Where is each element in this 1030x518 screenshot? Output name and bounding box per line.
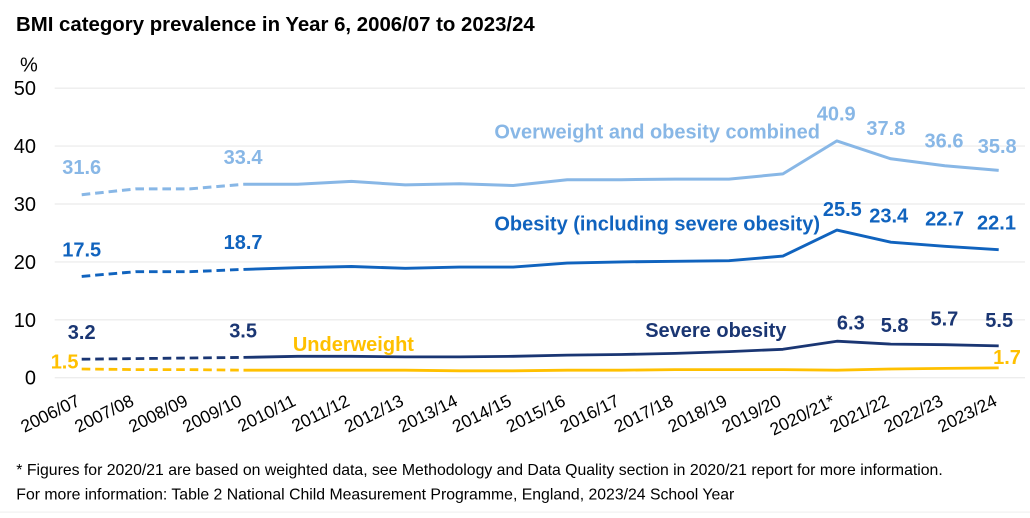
svg-text:5.7: 5.7 [930,309,958,331]
svg-text:5.5: 5.5 [985,310,1013,332]
svg-text:23.4: 23.4 [869,205,909,227]
svg-text:35.8: 35.8 [978,136,1017,158]
svg-text:22.1: 22.1 [977,213,1016,235]
svg-text:10: 10 [14,310,36,332]
svg-text:36.6: 36.6 [925,131,964,153]
svg-text:30: 30 [14,194,36,216]
svg-text:Obesity (including severe obes: Obesity (including severe obesity) [494,213,820,235]
svg-text:* Figures for 2020/21 are base: * Figures for 2020/21 are based on weigh… [16,462,942,479]
svg-text:22.7: 22.7 [925,209,964,231]
svg-text:3.5: 3.5 [229,321,257,343]
svg-text:17.5: 17.5 [62,240,101,262]
svg-text:20: 20 [14,252,36,274]
svg-text:0: 0 [25,368,36,390]
svg-text:31.6: 31.6 [62,157,101,179]
svg-text:1.5: 1.5 [51,351,79,373]
svg-text:1.7: 1.7 [993,347,1021,369]
svg-text:Overweight and obesity combine: Overweight and obesity combined [494,122,820,144]
svg-text:%: % [20,55,38,77]
svg-text:40: 40 [14,136,36,158]
svg-text:40.9: 40.9 [817,104,856,126]
svg-text:BMI category prevalence in Yea: BMI category prevalence in Year 6, 2006/… [16,14,535,36]
svg-text:3.2: 3.2 [68,322,96,344]
svg-text:37.8: 37.8 [866,118,905,140]
svg-text:50: 50 [14,78,36,100]
svg-text:6.3: 6.3 [837,313,865,335]
svg-text:33.4: 33.4 [224,147,264,169]
svg-text:Severe obesity: Severe obesity [645,320,787,342]
svg-text:5.8: 5.8 [881,315,909,337]
svg-text:For more information: Table 2: For more information: Table 2 National C… [16,487,734,504]
svg-text:25.5: 25.5 [823,199,862,221]
svg-text:18.7: 18.7 [224,232,263,254]
svg-text:Underweight: Underweight [293,334,414,356]
